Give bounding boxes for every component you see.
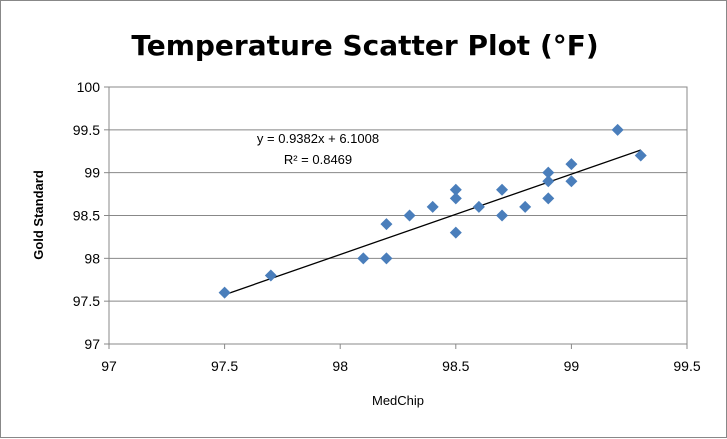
y-tick-label: 98 — [84, 250, 100, 266]
x-tick-label: 99.5 — [673, 358, 700, 374]
x-tick-label: 97.5 — [211, 358, 238, 374]
data-point — [264, 269, 277, 282]
y-tick-label: 97.5 — [73, 293, 100, 309]
data-point — [380, 252, 393, 265]
data-point — [542, 166, 555, 179]
x-axis-label: MedChip — [372, 393, 424, 408]
data-point — [403, 209, 416, 222]
data-point — [565, 158, 578, 171]
y-tick-label: 100 — [77, 79, 101, 95]
x-tick-label: 98.5 — [442, 358, 469, 374]
data-point — [542, 175, 555, 188]
data-point — [426, 200, 439, 213]
x-tick-label: 97 — [101, 358, 117, 374]
y-axis-label: Gold Standard — [31, 170, 46, 260]
y-tick-label: 99.5 — [73, 122, 100, 138]
data-point — [357, 252, 370, 265]
data-point — [496, 209, 509, 222]
data-point — [519, 200, 532, 213]
data-point — [611, 123, 624, 136]
y-tick-label: 99 — [84, 165, 100, 181]
x-tick-label: 98 — [332, 358, 348, 374]
x-tick-label: 99 — [564, 358, 580, 374]
y-tick-label: 97 — [84, 336, 100, 352]
data-point — [449, 192, 462, 205]
data-point — [380, 218, 393, 231]
data-point — [449, 226, 462, 239]
chart-title: Temperature Scatter Plot (°F) — [131, 29, 598, 62]
data-point — [542, 192, 555, 205]
trendline-r2: R² = 0.8469 — [284, 152, 352, 167]
data-point — [634, 149, 647, 162]
trendline — [224, 149, 641, 296]
trendline-equation: y = 0.9382x + 6.1008 — [257, 131, 379, 146]
data-point — [218, 286, 231, 299]
data-point — [449, 183, 462, 196]
data-point — [496, 183, 509, 196]
data-point — [472, 200, 485, 213]
y-tick-label: 98.5 — [73, 208, 100, 224]
data-point — [565, 175, 578, 188]
